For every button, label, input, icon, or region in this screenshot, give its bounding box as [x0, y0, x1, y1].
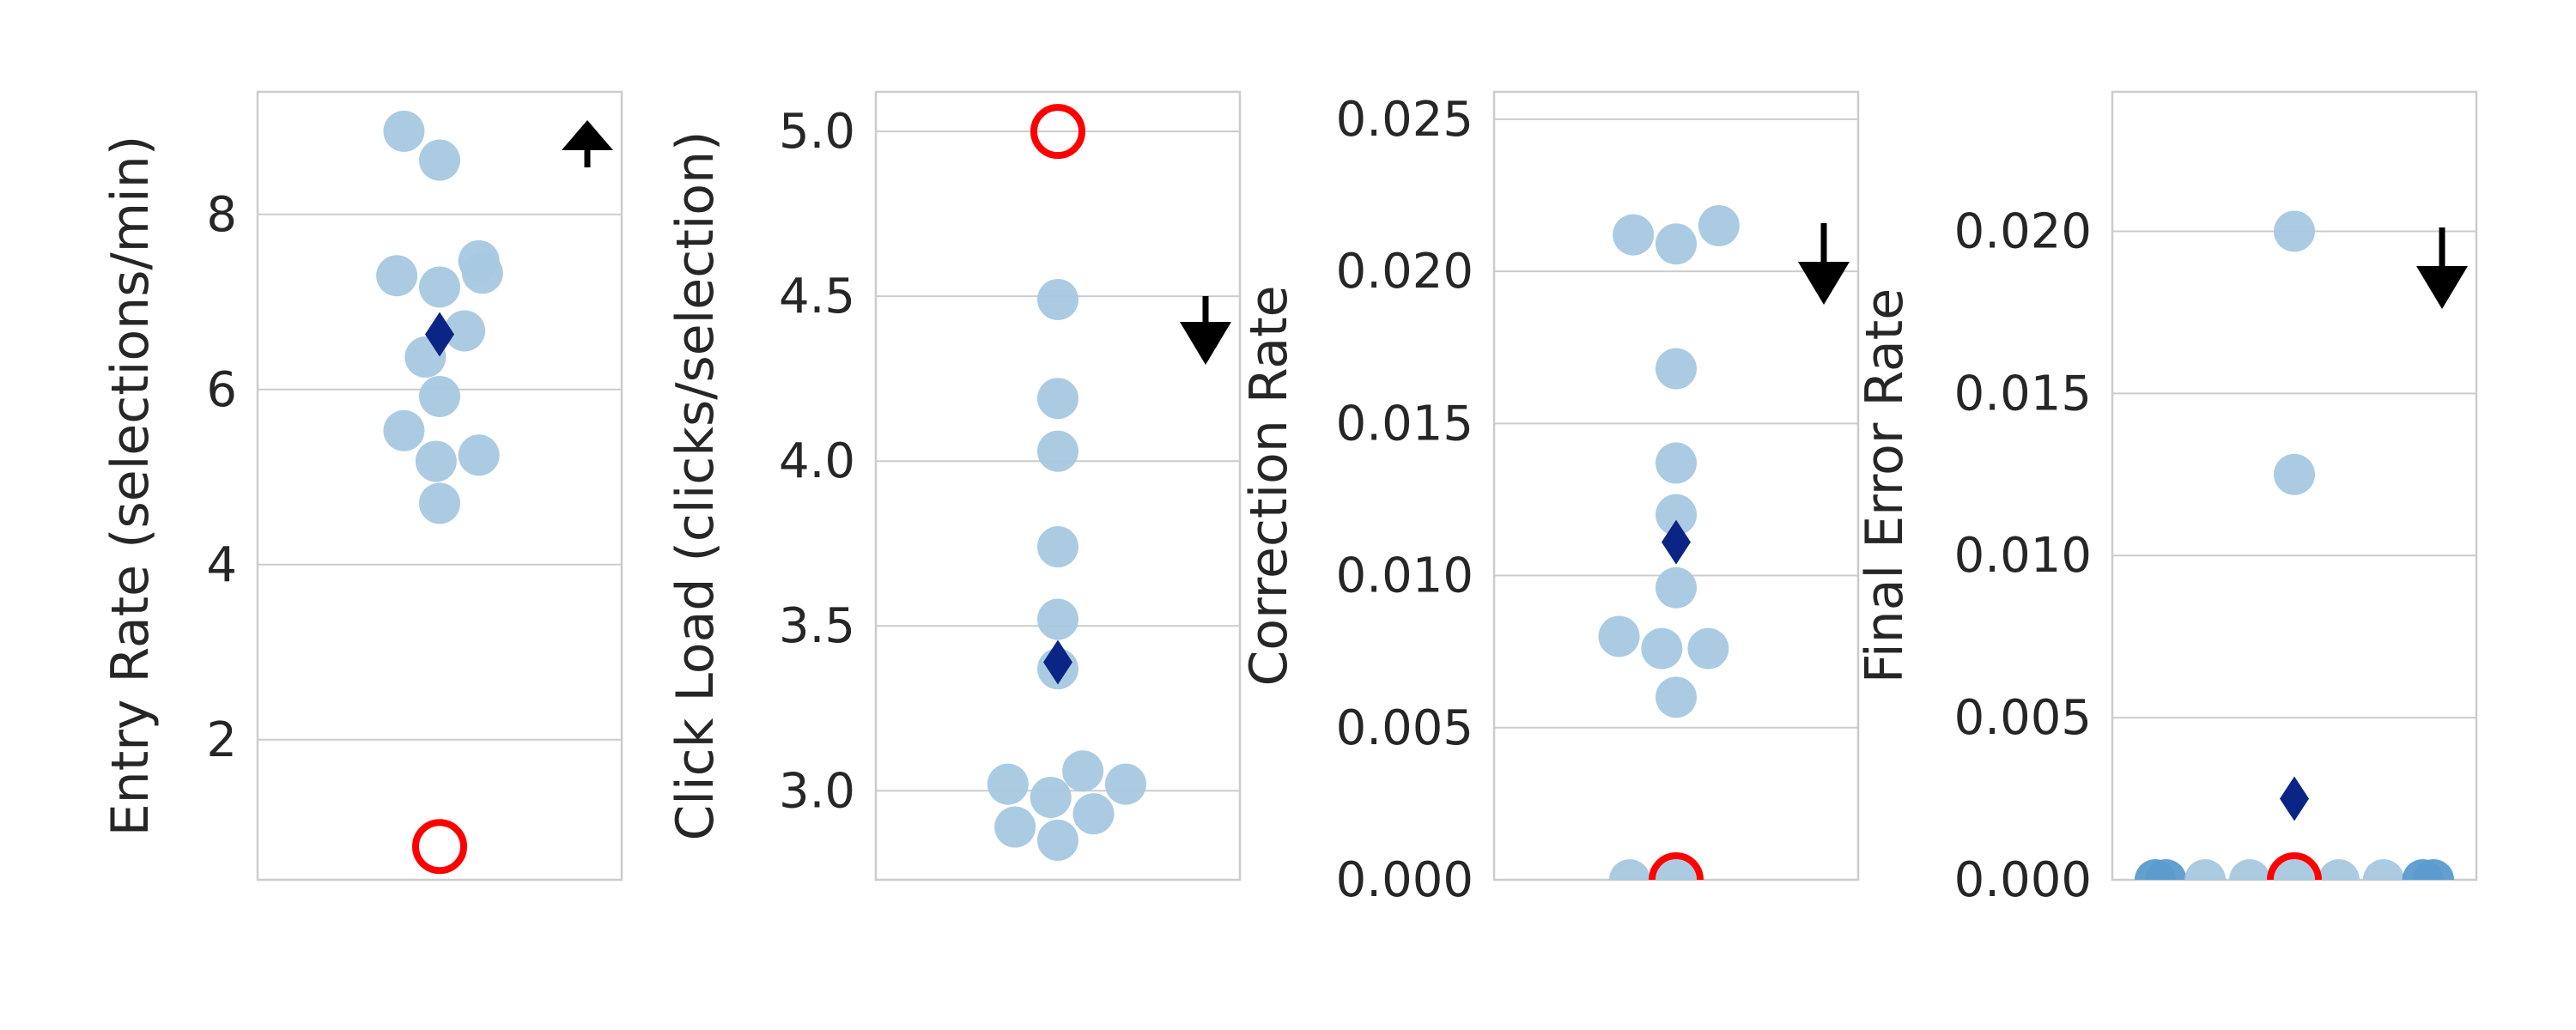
y-tick-label: 0.025: [1336, 92, 1473, 148]
data-point: [444, 310, 486, 352]
data-point: [458, 434, 500, 476]
y-tick-label: 0.020: [1336, 244, 1473, 300]
data-point: [2318, 859, 2360, 880]
arrow-down-icon: [1798, 223, 1850, 305]
data-point: [419, 266, 460, 308]
y-tick-label: 0.015: [1336, 396, 1473, 451]
reference-marker: [1030, 104, 1085, 160]
arrow-down-icon: [1180, 296, 1231, 365]
y-tick-label: 0.020: [1954, 203, 2092, 259]
data-point: [2362, 859, 2404, 880]
data-point: [1072, 793, 1115, 835]
data-point: [461, 252, 503, 294]
data-point: [2184, 859, 2227, 880]
data-point: [1030, 776, 1072, 818]
plot-area: [1598, 204, 1740, 880]
data-point: [2274, 453, 2315, 495]
y-tick-label: 0.005: [1336, 700, 1473, 756]
y-tick-label: 8: [206, 187, 237, 243]
y-tick-label: 0.000: [1954, 852, 2092, 908]
panel-4: 0.000 0.005 0.010 0.015 0.020 Final Error Rat…: [1855, 90, 2478, 908]
panel-3: 0.000 0.005 0.010 0.015 0.020 0.025 Correction…: [1239, 90, 1860, 908]
data-point: [419, 482, 460, 524]
data-point: [1656, 566, 1697, 609]
panel-2: 3.0 3.5 4.0 4.5 5.0 Click Load (clicks/select…: [665, 90, 1242, 882]
data-point: [1037, 278, 1078, 320]
reference-marker: [412, 819, 467, 875]
data-point: [1608, 859, 1650, 880]
panel-1: 2 4 6 8 Entry Rate (selections/min): [100, 90, 623, 882]
data-point: [1687, 627, 1729, 670]
arrow-up-icon: [562, 120, 613, 167]
plot-area: [987, 104, 1146, 861]
data-point: [1037, 598, 1078, 640]
arrow-down-icon: [2416, 227, 2468, 309]
y-tick-label: 0.005: [1954, 690, 2092, 746]
y-tick-label: 4.0: [779, 433, 855, 489]
data-point: [1613, 214, 1655, 256]
data-point: [1656, 442, 1697, 484]
data-point: [2229, 859, 2271, 880]
data-point: [1656, 223, 1697, 265]
data-point: [1598, 615, 1640, 657]
y-tick-label: 0.000: [1336, 852, 1473, 908]
plot-area: [376, 110, 503, 875]
y-axis-title: Correction Rate: [1239, 285, 1299, 686]
data-point: [1656, 494, 1697, 536]
data-point: [1037, 526, 1078, 568]
y-axis-title: Click Load (clicks/selection): [665, 130, 726, 840]
mean-marker: [1662, 519, 1691, 565]
data-point: [376, 255, 418, 297]
y-tick-label: 6: [206, 362, 237, 418]
data-point: [419, 139, 460, 181]
reference-marker: [1649, 852, 1704, 880]
data-point: [1656, 348, 1697, 390]
data-point: [2413, 859, 2455, 880]
plot-frame: [256, 90, 623, 882]
y-tick-label: 4: [206, 537, 237, 593]
plot-area: [2134, 210, 2455, 880]
data-point: [987, 763, 1029, 805]
mean-marker: [425, 312, 454, 357]
data-point: [1037, 819, 1078, 861]
data-point: [383, 409, 425, 451]
data-point: [383, 110, 425, 152]
data-point: [1656, 676, 1697, 718]
data-point: [2274, 210, 2315, 252]
data-point: [1037, 378, 1078, 420]
data-point: [1062, 750, 1104, 792]
data-point: [1656, 859, 1697, 880]
data-point: [994, 806, 1036, 848]
y-tick-label: 0.010: [1336, 548, 1473, 604]
y-tick-label: 3.5: [779, 598, 855, 654]
data-point: [1641, 627, 1683, 670]
data-point: [1104, 763, 1146, 805]
data-point: [1698, 204, 1740, 246]
reference-marker: [2267, 852, 2322, 880]
data-point: [2274, 859, 2315, 880]
y-axis-title: Final Error Rate: [1855, 288, 1915, 683]
data-point: [2145, 859, 2187, 880]
mean-marker: [1043, 639, 1072, 685]
data-point: [419, 375, 460, 417]
data-point: [1037, 430, 1078, 472]
y-tick-label: 2: [206, 712, 237, 768]
y-tick-label: 4.5: [779, 269, 855, 324]
y-axis-title: Entry Rate (selections/min): [100, 136, 161, 836]
y-tick-label: 0.015: [1954, 366, 2092, 421]
data-point: [415, 440, 457, 482]
y-tick-label: 0.010: [1954, 528, 2092, 584]
plot-frame: [874, 90, 1242, 882]
y-tick-label: 3.0: [779, 763, 855, 819]
y-tick-label: 5.0: [779, 104, 855, 160]
mean-marker: [2280, 776, 2309, 821]
